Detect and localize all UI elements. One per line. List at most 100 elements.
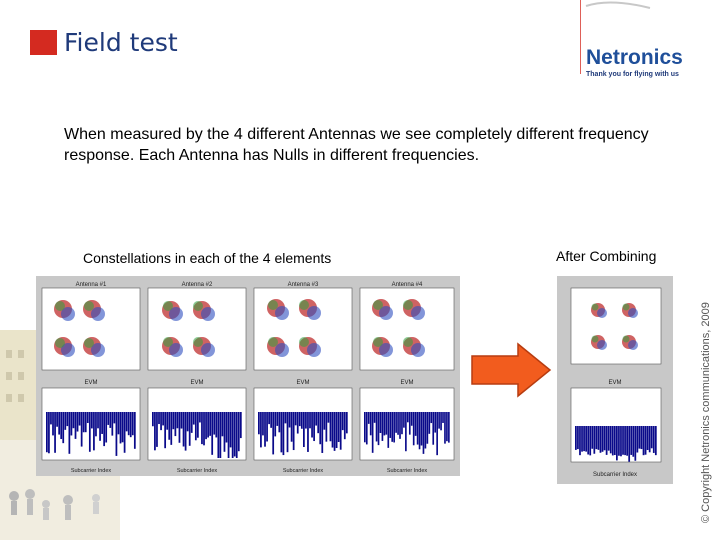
evm-bar	[341, 412, 344, 431]
evm-bar	[168, 412, 171, 440]
evm-bar	[219, 412, 222, 458]
evm-bar	[284, 412, 287, 424]
evm-bar	[377, 412, 380, 446]
constellation-plot: Antenna #1	[41, 282, 141, 371]
evm-xlabel: Subcarrier Index	[177, 468, 218, 474]
evm-bar	[385, 412, 388, 435]
evm-bar	[115, 412, 118, 456]
evm-bar	[68, 412, 71, 454]
evm-bar	[448, 412, 450, 443]
evm-bar	[303, 412, 305, 448]
evm-bar	[223, 412, 226, 452]
evm-bar	[174, 412, 177, 437]
evm-bar	[172, 412, 175, 430]
combined-constellation-plot	[570, 287, 662, 365]
evm-bar	[403, 412, 405, 428]
combined-evm-bar	[622, 426, 624, 455]
evm-bar	[213, 412, 216, 435]
combined-evm-bar	[646, 426, 649, 451]
evm-bar-plots: EVM Subcarrier Index EVM Subcarrier Index EV…	[41, 380, 455, 474]
combined-evm-bar	[599, 426, 602, 453]
evm-bar	[416, 412, 419, 445]
combined-evm-bar	[613, 426, 616, 456]
evm-bar	[188, 412, 191, 446]
evm-bar	[272, 412, 275, 455]
evm-bar	[54, 412, 56, 453]
constellation-plot: Antenna #3	[253, 282, 353, 371]
left-figure-caption: Constellations in each of the 4 elements	[83, 250, 332, 266]
right-figure-caption: After Combining	[556, 248, 657, 264]
evm-bar	[156, 412, 158, 447]
combined-evm-bar	[624, 426, 626, 456]
evm-bar	[321, 412, 324, 453]
evm-bar	[325, 412, 328, 442]
combined-evm-bar	[605, 426, 608, 455]
evm-bar	[125, 412, 128, 432]
evm-bar	[152, 412, 154, 427]
evm-bar	[229, 412, 232, 448]
evm-bar	[78, 412, 81, 426]
evm-bar	[401, 412, 403, 435]
combined-evm-bar	[630, 426, 633, 455]
evm-bar	[82, 412, 85, 433]
evm-bar	[397, 412, 399, 435]
evm-bar	[399, 412, 401, 439]
evm-bar	[292, 412, 295, 451]
evm-bar	[97, 412, 99, 429]
evm-bar	[369, 412, 372, 436]
evm-bar	[345, 412, 348, 434]
evm-bar	[88, 412, 91, 452]
evm-bar	[282, 412, 285, 456]
evm-bar	[333, 412, 336, 451]
combined-evm-bar	[575, 426, 577, 450]
evm-bar	[408, 412, 411, 435]
evm-bar	[48, 412, 50, 454]
evm-bar	[434, 412, 437, 433]
evm-bar	[391, 412, 394, 442]
evm-bar	[154, 412, 156, 451]
evm-bar	[60, 412, 63, 440]
evm-bar	[178, 412, 181, 443]
body-paragraph: When measured by the 4 different Antenna…	[64, 126, 649, 164]
evm-bar	[215, 412, 218, 438]
evm-bar	[432, 412, 435, 445]
combined-evm-bar	[595, 426, 598, 450]
evm-bar	[121, 412, 124, 443]
combined-evm-bar	[583, 426, 585, 452]
combined-evm-bar	[642, 426, 645, 456]
evm-label: EVM	[296, 380, 309, 386]
evm-bar	[276, 412, 279, 426]
evm-bar	[260, 412, 262, 448]
evm-bar	[194, 412, 197, 441]
evm-bar	[186, 412, 189, 432]
evm-bar	[393, 412, 395, 443]
evm-bar	[329, 412, 332, 442]
combined-evm-bar	[644, 426, 647, 455]
evm-bar	[111, 412, 114, 436]
evm-bar	[262, 412, 264, 436]
evm-bar	[339, 412, 342, 450]
evm-bar	[62, 412, 65, 444]
combining-arrow-icon	[471, 342, 552, 398]
evm-bar	[209, 412, 212, 436]
constellation-plot: Antenna #4	[359, 282, 455, 371]
evm-bar	[211, 412, 214, 455]
evm-xlabel: Subcarrier Index	[71, 468, 112, 474]
evm-bar	[407, 412, 409, 423]
evm-bar	[365, 412, 368, 445]
evm-bar	[109, 412, 112, 428]
evm-bar	[217, 412, 220, 458]
combined-evm-label: EVM	[608, 380, 621, 386]
evm-bar	[428, 412, 431, 434]
evm-bar	[387, 412, 390, 448]
evm-bar	[66, 412, 69, 427]
evm-bar	[170, 412, 173, 445]
evm-bar	[418, 412, 421, 450]
combined-xlabel: Subcarrier Index	[593, 472, 637, 478]
evm-bar	[160, 412, 162, 431]
evm-bar	[337, 412, 340, 442]
evm-bar	[76, 412, 79, 432]
evm-bar	[335, 412, 338, 449]
evm-bar	[383, 412, 386, 436]
combined-evm-bar	[611, 426, 614, 456]
